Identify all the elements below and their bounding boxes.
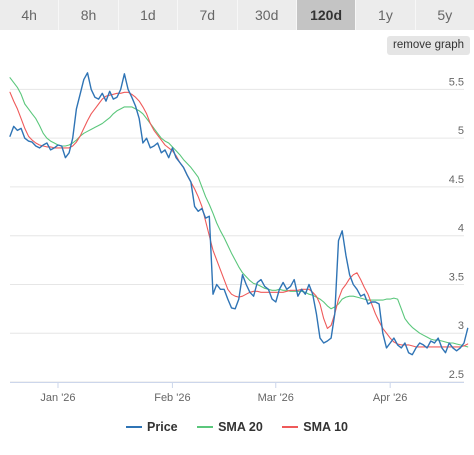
y-tick-label: 5.5 — [449, 76, 464, 88]
x-tick-label: Jan '26 — [40, 392, 75, 404]
legend-swatch-price — [126, 425, 143, 428]
legend-label-price: Price — [147, 420, 178, 434]
legend-label-sma-10: SMA 10 — [303, 420, 348, 434]
y-tick-label: 4 — [458, 223, 464, 235]
series-line-sma-10 — [9, 91, 469, 348]
tab-120d[interactable]: 120d — [296, 0, 357, 30]
tab-30d[interactable]: 30d — [237, 0, 297, 30]
y-tick-label: 3 — [458, 320, 464, 332]
legend-item-sma-10[interactable]: SMA 10 — [282, 420, 348, 434]
legend-item-sma-20[interactable]: SMA 20 — [197, 420, 263, 434]
tab-5y[interactable]: 5y — [415, 0, 474, 30]
legend-swatch-sma-10 — [282, 425, 299, 428]
range-tabs: 4h 8h 1d 7d 30d 120d 1y 5y — [0, 0, 474, 30]
tab-7d[interactable]: 7d — [178, 0, 238, 30]
y-tick-label: 3.5 — [449, 271, 464, 283]
legend-item-price[interactable]: Price — [126, 420, 178, 434]
x-tick-label: Mar '26 — [258, 392, 294, 404]
x-tick-label: Feb '26 — [154, 392, 190, 404]
y-tick-label: 4.5 — [449, 174, 464, 186]
tab-4h[interactable]: 4h — [0, 0, 60, 30]
tab-1d[interactable]: 1d — [118, 0, 179, 30]
y-tick-label: 5 — [458, 125, 464, 137]
x-tick-label: Apr '26 — [373, 392, 408, 404]
legend-swatch-sma-20 — [197, 425, 214, 428]
series-line-price — [9, 72, 469, 356]
tab-8h[interactable]: 8h — [59, 0, 119, 30]
chart-legend: Price SMA 20 SMA 10 — [0, 420, 474, 434]
legend-label-sma-20: SMA 20 — [218, 420, 263, 434]
y-tick-label: 2.5 — [449, 369, 464, 381]
price-chart: 2.5 3 3.5 4 4.5 5 5.5 Jan '26 Feb '26 Mar '26 Apr … — [9, 72, 469, 404]
remove-graph-button[interactable]: remove graph — [387, 36, 470, 55]
series-line-sma-20 — [9, 77, 469, 348]
tab-1y[interactable]: 1y — [356, 0, 416, 30]
